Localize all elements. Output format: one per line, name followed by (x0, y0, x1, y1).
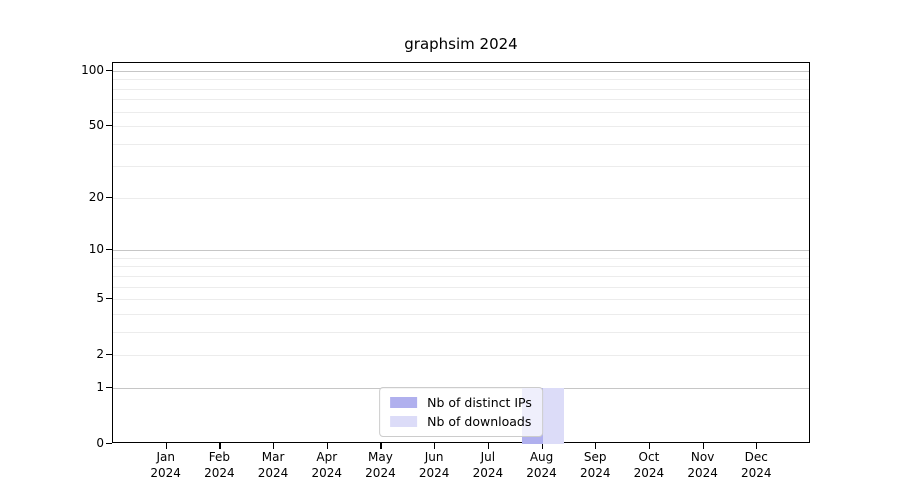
y-gridline-minor (113, 313, 809, 315)
y-tick-mark (106, 196, 112, 199)
x-tick-label: Aug 2024 (526, 450, 557, 480)
y-gridline-minor (113, 143, 809, 145)
x-tick-mark (165, 443, 167, 449)
x-tick-mark (702, 443, 704, 449)
x-tick-label: Mar 2024 (257, 450, 289, 480)
y-tick-label: 0 (96, 436, 104, 450)
legend-swatch-distinct-ips-icon (390, 397, 418, 408)
y-gridline-minor (113, 355, 809, 357)
legend-label-distinct-ips: Nb of distinct IPs (427, 395, 532, 410)
x-tick-mark (219, 443, 221, 449)
x-tick-label: Dec 2024 (741, 450, 772, 480)
y-tick-mark (106, 354, 112, 356)
y-tick-label: 20 (88, 189, 104, 204)
y-tick-label: 5 (96, 291, 104, 306)
y-gridline-minor (113, 99, 809, 101)
plot-area: Nb of distinct IPs Nb of downloads (112, 62, 810, 444)
x-tick-label: Jul 2024 (472, 450, 504, 480)
y-gridline-minor (113, 286, 809, 288)
x-tick-label: Apr 2024 (311, 450, 343, 480)
x-tick-label: Oct 2024 (633, 450, 665, 480)
y-gridline-minor (113, 197, 809, 199)
x-tick-mark (756, 443, 758, 449)
y-gridline-minor (113, 126, 809, 128)
legend-item-distinct-ips: Nb of distinct IPs (390, 395, 532, 410)
x-tick-mark (487, 443, 490, 449)
x-tick-mark (434, 443, 436, 449)
y-tick-label: 50 (88, 118, 104, 133)
y-tick-mark (106, 298, 112, 300)
y-gridline-minor (113, 166, 809, 168)
y-gridline-minor (113, 111, 809, 113)
x-tick-label: Jan 2024 (150, 450, 181, 480)
bars-layer (113, 63, 809, 444)
bar-downloads (542, 387, 564, 444)
x-tick-label: Feb 2024 (204, 450, 235, 480)
x-tick-mark (273, 443, 275, 449)
y-tick-label: 1 (96, 379, 104, 394)
x-tick-mark (648, 443, 651, 449)
y-tick-label: 2 (96, 347, 104, 362)
y-gridline-minor (113, 88, 809, 90)
y-tick-label: 10 (88, 242, 104, 257)
y-tick-mark (106, 249, 112, 251)
legend: Nb of distinct IPs Nb of downloads (379, 387, 543, 437)
y-gridline-minor (113, 331, 809, 333)
x-tick-label: May 2024 (365, 450, 396, 480)
y-gridline-major (113, 71, 809, 72)
legend-label-downloads: Nb of downloads (427, 414, 532, 429)
x-tick-mark (541, 443, 543, 449)
x-tick-label: Sep 2024 (579, 450, 611, 480)
y-gridline-minor (113, 275, 809, 277)
y-tick-mark (106, 70, 112, 72)
x-tick-mark (326, 443, 328, 449)
y-tick-mark (106, 386, 112, 389)
x-tick-mark (595, 443, 597, 449)
y-gridline-minor (113, 266, 809, 268)
legend-item-downloads: Nb of downloads (390, 414, 532, 429)
y-gridline-major (113, 250, 809, 252)
chart-title: graphsim 2024 (404, 35, 518, 53)
x-tick-mark (380, 443, 382, 449)
x-tick-label: Jun 2024 (418, 450, 450, 480)
y-gridline-minor (113, 79, 809, 81)
y-tick-mark (106, 443, 112, 445)
x-tick-label: Nov 2024 (687, 450, 718, 480)
y-gridline-minor (113, 299, 809, 301)
legend-swatch-downloads-icon (390, 416, 418, 427)
y-tick-mark (106, 125, 112, 127)
y-gridline-minor (113, 257, 809, 259)
y-tick-label: 100 (81, 63, 104, 77)
